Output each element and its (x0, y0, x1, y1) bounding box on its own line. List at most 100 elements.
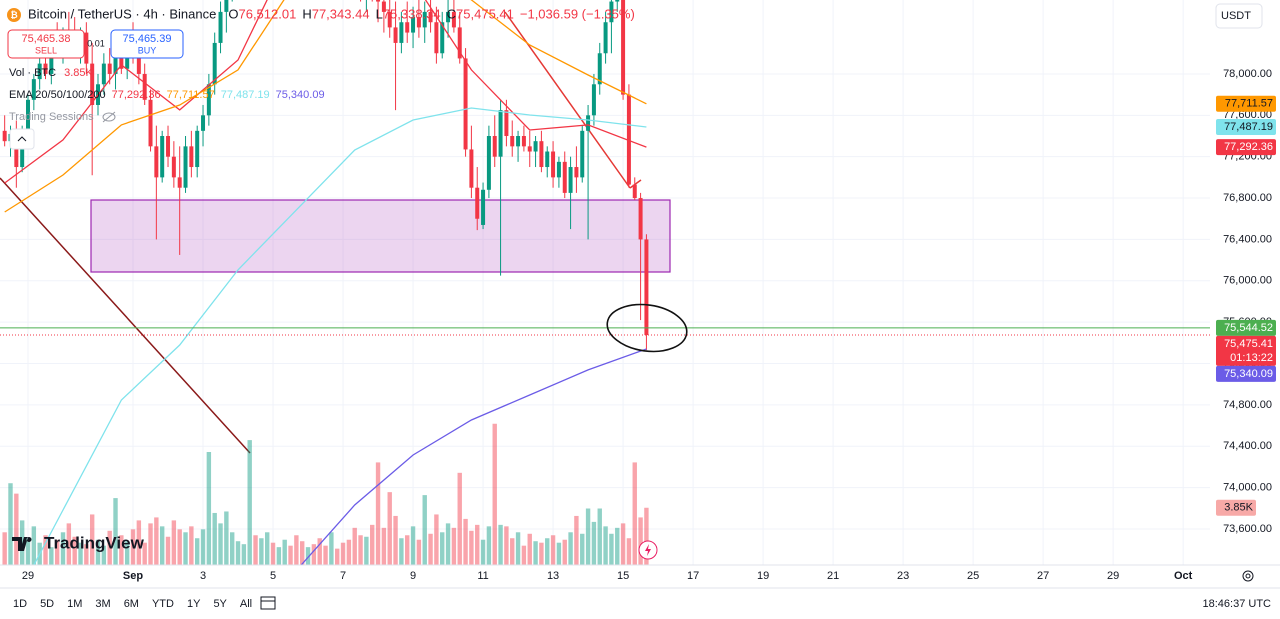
candle-body (26, 99, 31, 131)
range-button[interactable]: All (240, 598, 252, 610)
collapse-button[interactable] (9, 128, 35, 150)
range-button[interactable]: 5D (40, 598, 54, 610)
volume-bar (510, 538, 515, 565)
sell-price: 75,465.38 (22, 33, 71, 45)
volume-bar (265, 532, 270, 565)
candle-body (31, 79, 36, 100)
volume-bar (43, 535, 48, 565)
volume-bar (387, 492, 392, 565)
candle-body (621, 0, 626, 95)
volume-bar (562, 539, 567, 565)
volume-bar (597, 508, 602, 565)
volume-bar (124, 541, 130, 565)
candle-body (451, 11, 456, 28)
trend-line[interactable] (0, 177, 251, 454)
candle-body (136, 58, 141, 74)
volume-bar (189, 526, 194, 565)
ema-line (4, 0, 647, 213)
candle-body (171, 156, 176, 178)
circle-drawing[interactable] (604, 300, 690, 357)
x-tick-label: 19 (757, 570, 769, 582)
price-badge (1216, 95, 1276, 112)
y-tick-label: 76,400.00 (1223, 233, 1272, 245)
candle-body (387, 11, 392, 28)
btc-icon-glyph: ₿ (10, 10, 17, 20)
candle-body (609, 1, 614, 23)
y-tick-label: 76,000.00 (1223, 275, 1272, 287)
y-tick-label: 73,600.00 (1223, 523, 1272, 535)
candle-body (218, 11, 223, 43)
candle-body (2, 130, 7, 142)
price-badge (1216, 319, 1276, 336)
volume-bar (229, 532, 235, 565)
eye-off-icon[interactable] (102, 111, 116, 123)
volume-bar (95, 539, 101, 565)
candle-body (568, 167, 573, 193)
currency-button[interactable] (1215, 3, 1263, 29)
volume-bar (521, 545, 527, 565)
range-button[interactable]: YTD (152, 598, 174, 610)
price-badge-label: 75,475.41 (1224, 338, 1273, 350)
range-button[interactable]: 1D (13, 598, 27, 610)
candle-body (428, 11, 433, 23)
volume-bar (159, 526, 165, 565)
sell-button[interactable] (7, 29, 85, 59)
trend-line[interactable] (629, 179, 642, 189)
ohlc-value: 76,512.01 (238, 6, 296, 21)
x-tick-label: 21 (827, 570, 839, 582)
candle-body (615, 0, 620, 2)
range-button[interactable]: 5Y (213, 598, 227, 610)
candle-body (381, 1, 386, 12)
settings-icon[interactable] (1242, 570, 1254, 582)
candle-body (486, 136, 491, 190)
volume-bar (130, 529, 136, 565)
x-tick-label: 23 (897, 570, 909, 582)
volume-bar (434, 514, 439, 565)
volume-bar (609, 533, 614, 565)
volume-bar (375, 462, 381, 565)
range-button[interactable]: 3M (95, 598, 110, 610)
range-button[interactable]: 1M (67, 598, 82, 610)
volume-bar (603, 526, 608, 565)
candle-body (101, 63, 106, 85)
candle-body (160, 136, 165, 178)
volume-bar (235, 541, 241, 565)
volume-bar (457, 472, 462, 565)
range-button[interactable]: 6M (124, 598, 139, 610)
calendar-icon[interactable] (260, 596, 276, 610)
volume-bar (568, 532, 573, 565)
candle-body (434, 22, 439, 54)
volume-bar (54, 539, 60, 565)
volume-bar (241, 544, 247, 565)
volume-bar (632, 462, 637, 565)
plot-area (0, 0, 671, 565)
candle-body (43, 63, 48, 74)
volume-bar (638, 517, 643, 565)
volume-bar (486, 526, 492, 565)
candle-body (422, 11, 427, 28)
volume-bar (352, 527, 357, 565)
volume-bar (504, 526, 509, 565)
range-button[interactable]: 1Y (187, 598, 201, 610)
indicator-legend: Vol · BTC 3.85K EMA 20/50/100/200 77,292.36… (9, 67, 325, 101)
candle-body (586, 115, 591, 131)
range-bar: 1D 5D 1M 3M 6M YTD 1Y 5Y All (13, 598, 252, 610)
volume-bar (515, 532, 521, 565)
buy-button[interactable] (110, 29, 184, 59)
volume-bar (253, 535, 258, 565)
range-box[interactable] (90, 199, 671, 273)
volume-bar (259, 538, 264, 565)
volume-bar (311, 544, 317, 565)
ema-legend: EMA 20/50/100/200 (9, 89, 106, 101)
candle-body (183, 146, 188, 188)
currency-label: USDT (1221, 10, 1251, 22)
candle-body (516, 136, 521, 147)
price-axis-labels: 78,000.0077,600.0077,200.0076,800.0076,4… (1223, 68, 1272, 535)
volume-bar (282, 539, 287, 565)
volume-bar (451, 527, 457, 565)
candle-body (539, 141, 544, 168)
x-tick-label: Oct (1174, 570, 1193, 582)
price-badge (1216, 499, 1256, 516)
sell-label: SELL (35, 45, 57, 55)
